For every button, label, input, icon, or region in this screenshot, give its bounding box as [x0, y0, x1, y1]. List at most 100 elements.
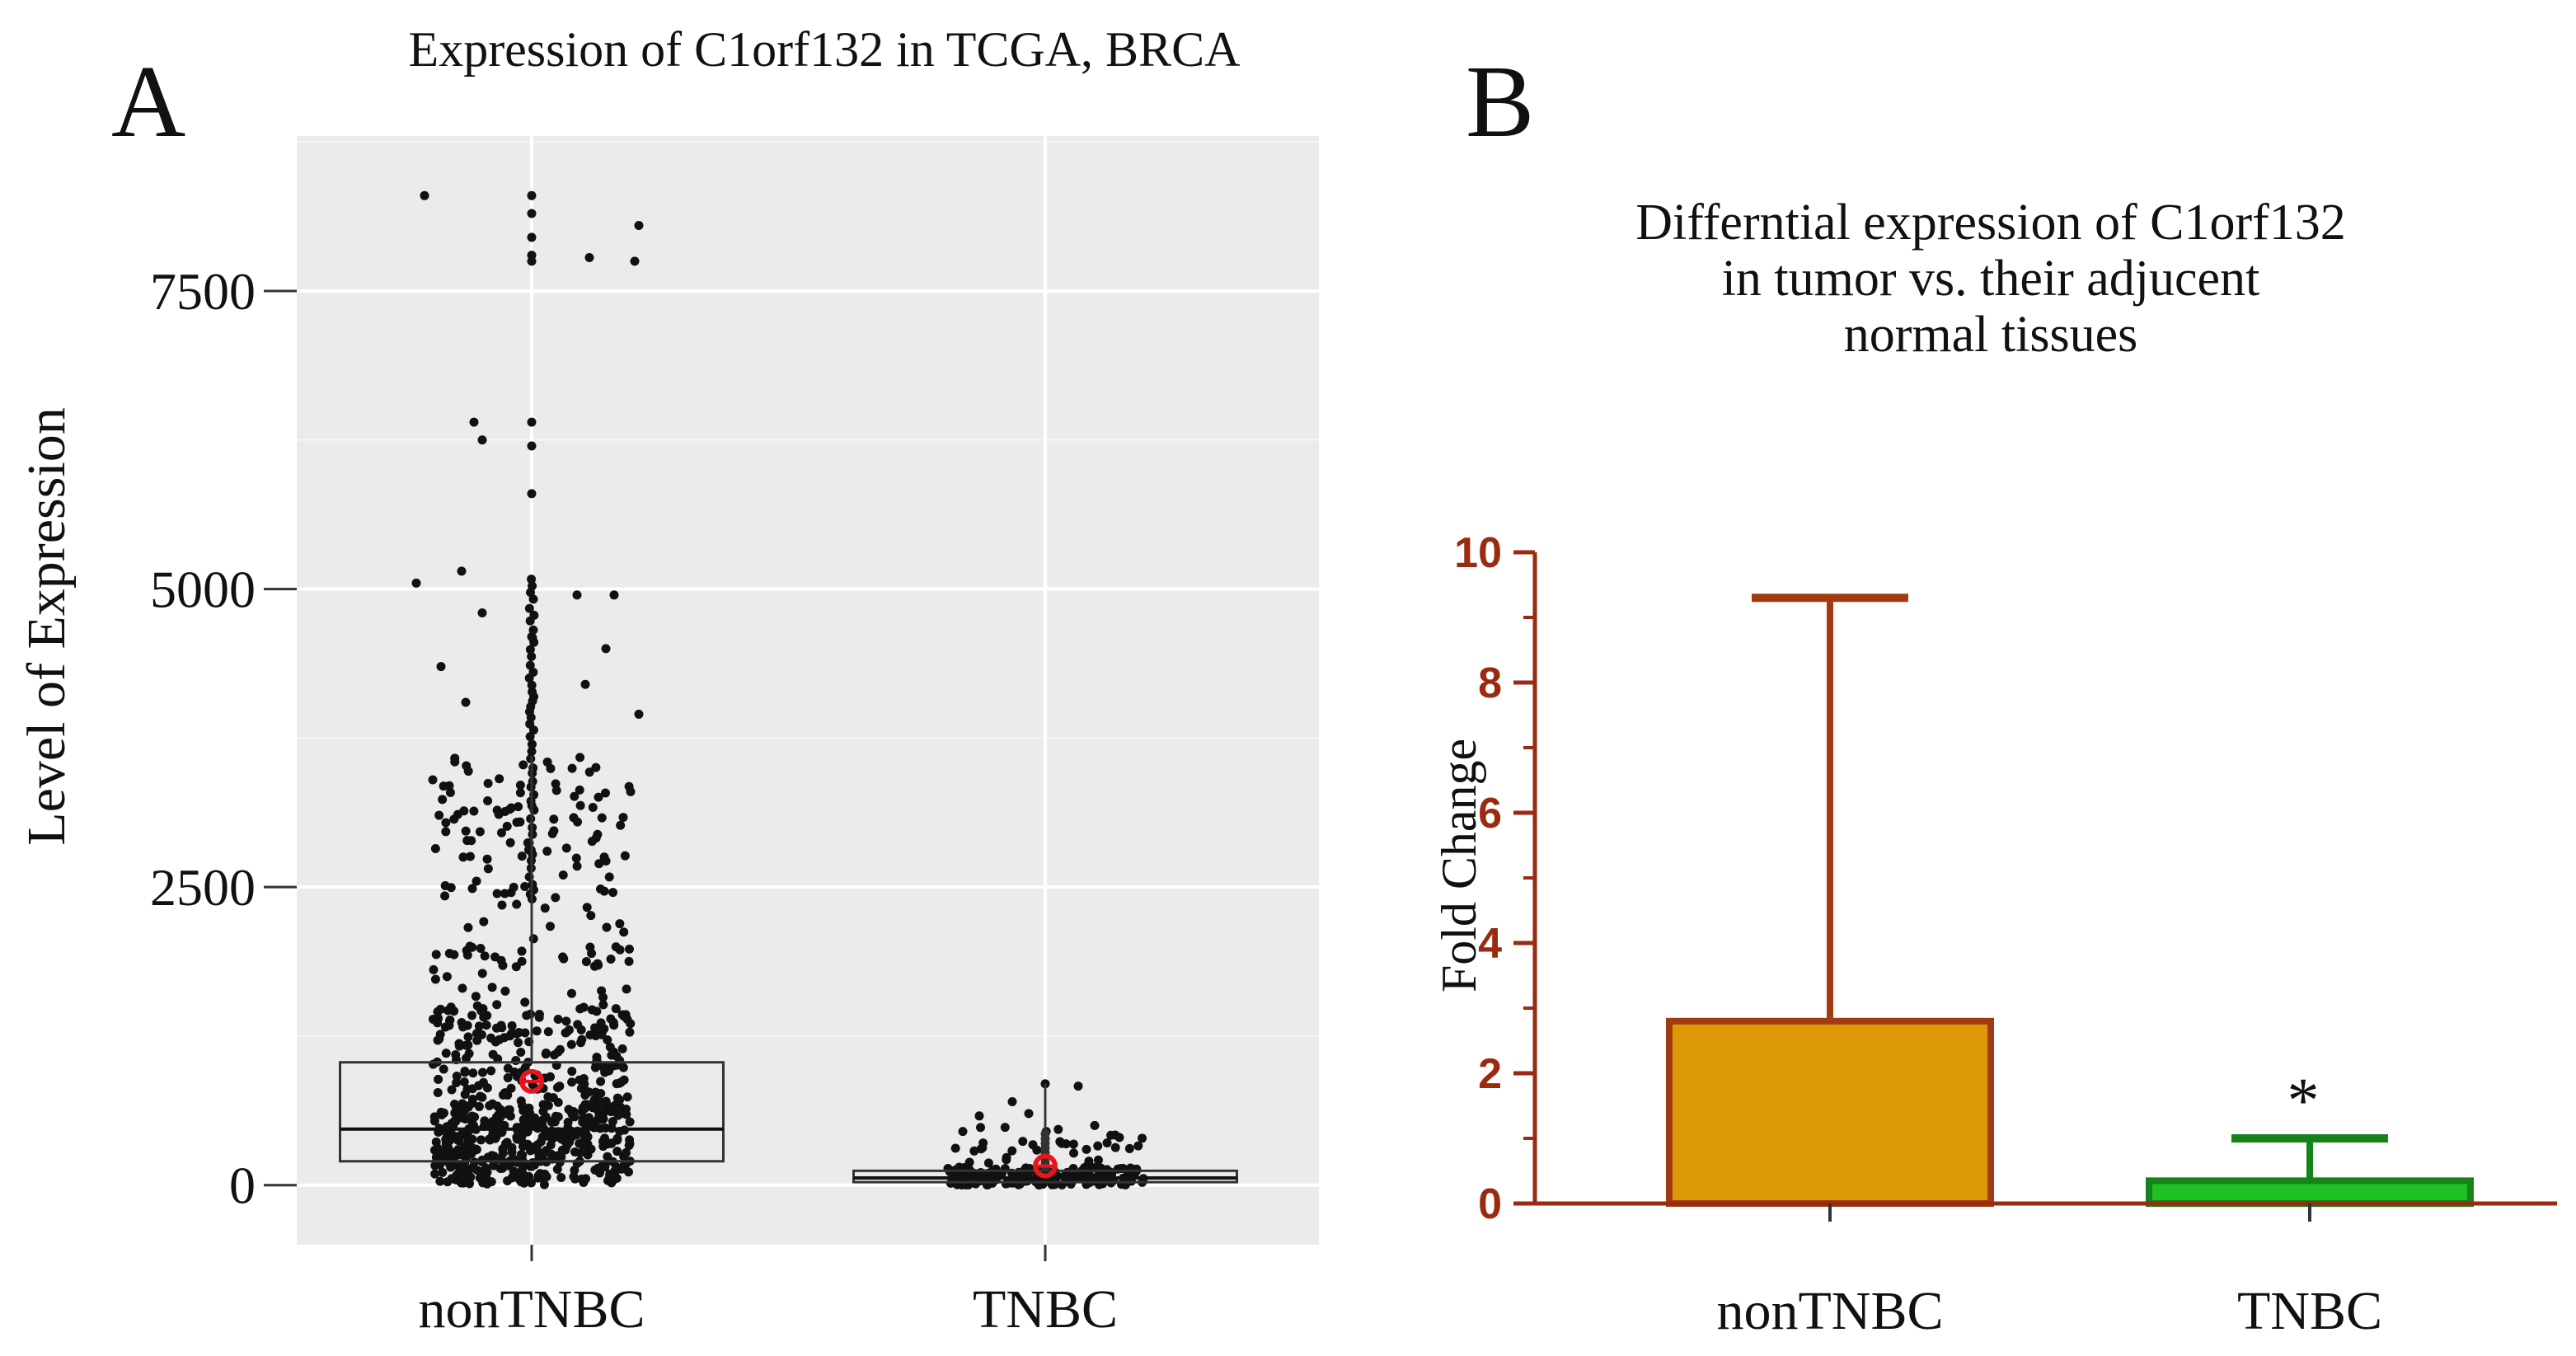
data-point	[1018, 1137, 1028, 1147]
data-point	[527, 746, 537, 756]
data-point	[495, 1035, 504, 1044]
data-point	[560, 1136, 570, 1146]
data-point	[601, 856, 611, 866]
data-point	[434, 1074, 443, 1084]
data-point	[549, 826, 559, 836]
data-point	[469, 417, 479, 427]
data-point	[570, 791, 579, 801]
data-point	[453, 1135, 463, 1145]
data-point	[457, 1176, 467, 1186]
data-point	[481, 1021, 491, 1030]
data-point	[441, 827, 451, 837]
data-point	[563, 1117, 573, 1127]
data-point	[461, 1053, 471, 1063]
data-point	[1069, 1148, 1079, 1158]
data-point	[428, 775, 438, 785]
data-point	[534, 1009, 544, 1019]
data-point	[541, 1112, 551, 1122]
data-point	[462, 1040, 472, 1050]
panel-b-title-line-2: in tumor vs. their adjucent	[1722, 251, 2260, 307]
data-point	[538, 1100, 548, 1110]
data-point	[605, 1042, 615, 1052]
data-point	[549, 814, 559, 824]
data-point	[625, 1139, 635, 1149]
data-point	[432, 1145, 442, 1155]
data-point	[527, 417, 537, 427]
data-point	[463, 767, 473, 777]
data-point	[575, 1004, 585, 1014]
data-point	[525, 645, 535, 655]
data-point	[971, 1179, 981, 1189]
data-point	[1082, 1144, 1091, 1154]
data-point	[594, 1108, 604, 1118]
data-point	[438, 1167, 448, 1177]
data-point	[1068, 1139, 1078, 1149]
data-point	[457, 1128, 467, 1138]
data-point	[974, 1111, 984, 1121]
data-point	[580, 679, 590, 689]
data-point	[622, 1092, 632, 1102]
data-point	[617, 1077, 626, 1087]
data-point	[411, 578, 421, 588]
data-point	[582, 903, 592, 913]
data-point	[454, 1039, 464, 1049]
data-point	[543, 1131, 553, 1141]
data-point	[606, 1062, 616, 1072]
data-point	[512, 1029, 522, 1039]
data-point	[441, 818, 451, 828]
data-point	[516, 1047, 526, 1057]
panel-b-letter: B	[1466, 45, 1534, 159]
data-point	[517, 852, 527, 861]
data-point	[577, 1035, 587, 1044]
data-point	[452, 1072, 462, 1082]
data-point	[600, 788, 610, 798]
data-point	[467, 836, 476, 846]
data-point	[467, 1134, 477, 1144]
data-point	[603, 1035, 612, 1044]
data-point	[617, 1044, 627, 1053]
data-point	[522, 1011, 532, 1021]
data-point	[616, 820, 626, 830]
data-point	[506, 888, 516, 898]
data-point	[449, 814, 459, 824]
data-point	[526, 1161, 536, 1171]
data-point	[459, 806, 469, 816]
data-point	[561, 1016, 571, 1026]
data-point	[566, 1039, 576, 1049]
data-point	[581, 957, 591, 967]
data-point	[436, 662, 446, 672]
data-point	[608, 1017, 618, 1027]
panel-a-y-tick-labels: 0 2500 5000 7500	[150, 262, 297, 1215]
data-point	[612, 1051, 622, 1061]
data-point	[492, 1000, 502, 1010]
data-point	[593, 959, 603, 969]
data-point	[502, 821, 512, 831]
data-point	[596, 1097, 606, 1107]
data-point	[420, 190, 429, 200]
data-point	[516, 1171, 526, 1180]
data-point	[551, 786, 561, 795]
data-point	[525, 660, 535, 670]
data-point	[597, 813, 607, 823]
data-point	[609, 590, 619, 600]
data-point	[483, 795, 493, 805]
data-point	[452, 1078, 462, 1088]
data-point	[552, 1165, 562, 1175]
data-point	[468, 1068, 478, 1078]
data-point	[520, 1118, 530, 1128]
data-point	[575, 1138, 584, 1148]
data-point	[634, 709, 644, 719]
data-point	[471, 992, 481, 1002]
data-point	[472, 876, 481, 886]
data-point	[558, 952, 568, 962]
data-point	[460, 1067, 470, 1077]
data-point	[1053, 1124, 1063, 1134]
data-point	[597, 986, 607, 996]
data-point	[520, 1028, 530, 1038]
x-tick-label: nonTNBC	[1716, 1281, 1943, 1341]
data-point	[476, 1091, 486, 1101]
data-point	[528, 668, 538, 678]
data-point	[457, 1113, 467, 1123]
data-point	[472, 1145, 481, 1155]
data-point	[476, 944, 486, 954]
